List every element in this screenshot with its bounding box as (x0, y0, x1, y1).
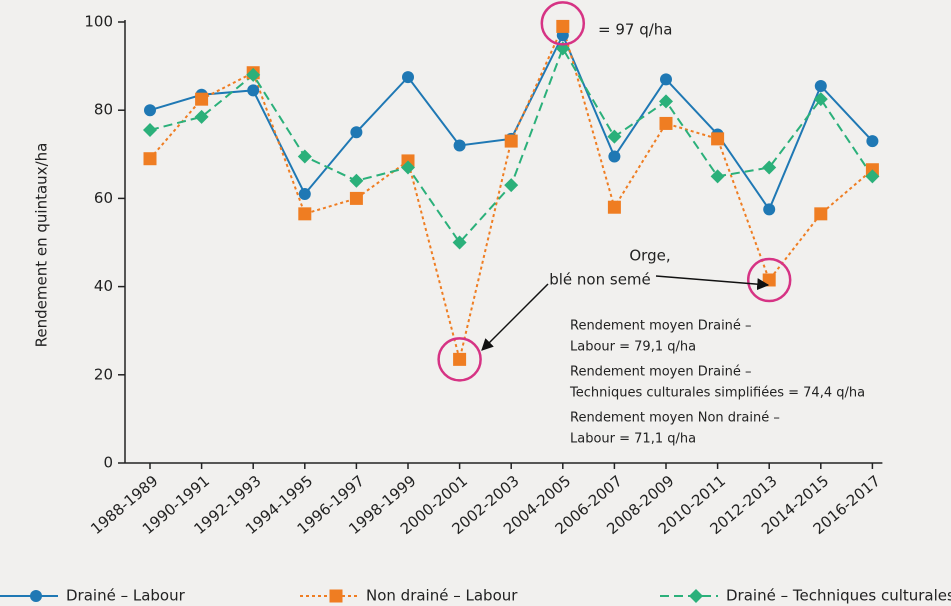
annotation: Rendement moyen Drainé – (570, 319, 752, 334)
point (452, 235, 467, 250)
point (607, 129, 622, 144)
point (814, 79, 827, 92)
point (143, 152, 157, 166)
point (711, 132, 725, 146)
arrow (655, 275, 770, 291)
annotation: blé non semé (549, 271, 651, 289)
point (349, 173, 364, 188)
point (453, 352, 467, 366)
point (297, 149, 312, 164)
point (195, 92, 209, 106)
y-tick-label: 20 (94, 365, 113, 383)
y-tick-label: 0 (103, 454, 113, 472)
point (762, 160, 777, 175)
legend-label: Drainé – Labour (66, 587, 186, 605)
point (246, 67, 261, 82)
point (814, 207, 828, 221)
y-tick-label: 80 (94, 101, 113, 119)
point (866, 135, 879, 148)
point (247, 84, 260, 97)
y-tick-label: 60 (94, 189, 113, 207)
point (710, 169, 725, 184)
point (453, 139, 466, 152)
annotation: Rendement moyen Drainé – (570, 365, 752, 380)
annotation: = 97 q/ha (598, 21, 672, 39)
point (298, 207, 312, 221)
annotation: Labour = 71,1 q/ha (570, 432, 696, 447)
point (350, 126, 363, 139)
point (556, 19, 570, 33)
legend-item: Drainé – Techniques culturales simplifié… (660, 587, 951, 605)
annotation: Rendement moyen Non drainé – (570, 411, 780, 426)
point (143, 123, 157, 138)
point (504, 178, 519, 193)
point (194, 109, 209, 124)
annotation: Techniques culturales simplifiées = 74,4… (569, 386, 865, 401)
legend-label: Drainé – Techniques culturales simplifié… (726, 587, 951, 605)
annotation: Orge, (629, 247, 670, 265)
highlight-circle (540, 1, 586, 46)
point (607, 200, 621, 214)
point (401, 160, 415, 175)
point (660, 73, 672, 86)
highlight-circle (746, 257, 792, 303)
arrow (481, 283, 549, 351)
point (659, 116, 673, 130)
legend-label: Non drainé – Labour (366, 587, 518, 605)
point (689, 589, 703, 603)
point (402, 71, 414, 84)
y-tick-label: 40 (94, 277, 113, 295)
point (504, 134, 518, 148)
legend-item: Non drainé – Labour (300, 587, 518, 605)
point (865, 169, 880, 184)
point (30, 590, 42, 602)
legend-item: Drainé – Labour (0, 587, 186, 605)
point (813, 92, 828, 107)
point (329, 589, 343, 603)
point (349, 191, 363, 205)
point (659, 94, 673, 109)
point (763, 203, 776, 216)
point (144, 104, 156, 117)
y-axis-label: Rendement en quintaux/ha (33, 143, 51, 348)
point (298, 187, 311, 200)
highlight-circle (437, 337, 482, 382)
annotation: Labour = 79,1 q/ha (570, 340, 696, 355)
point (608, 150, 621, 163)
y-tick-label: 100 (84, 13, 113, 31)
